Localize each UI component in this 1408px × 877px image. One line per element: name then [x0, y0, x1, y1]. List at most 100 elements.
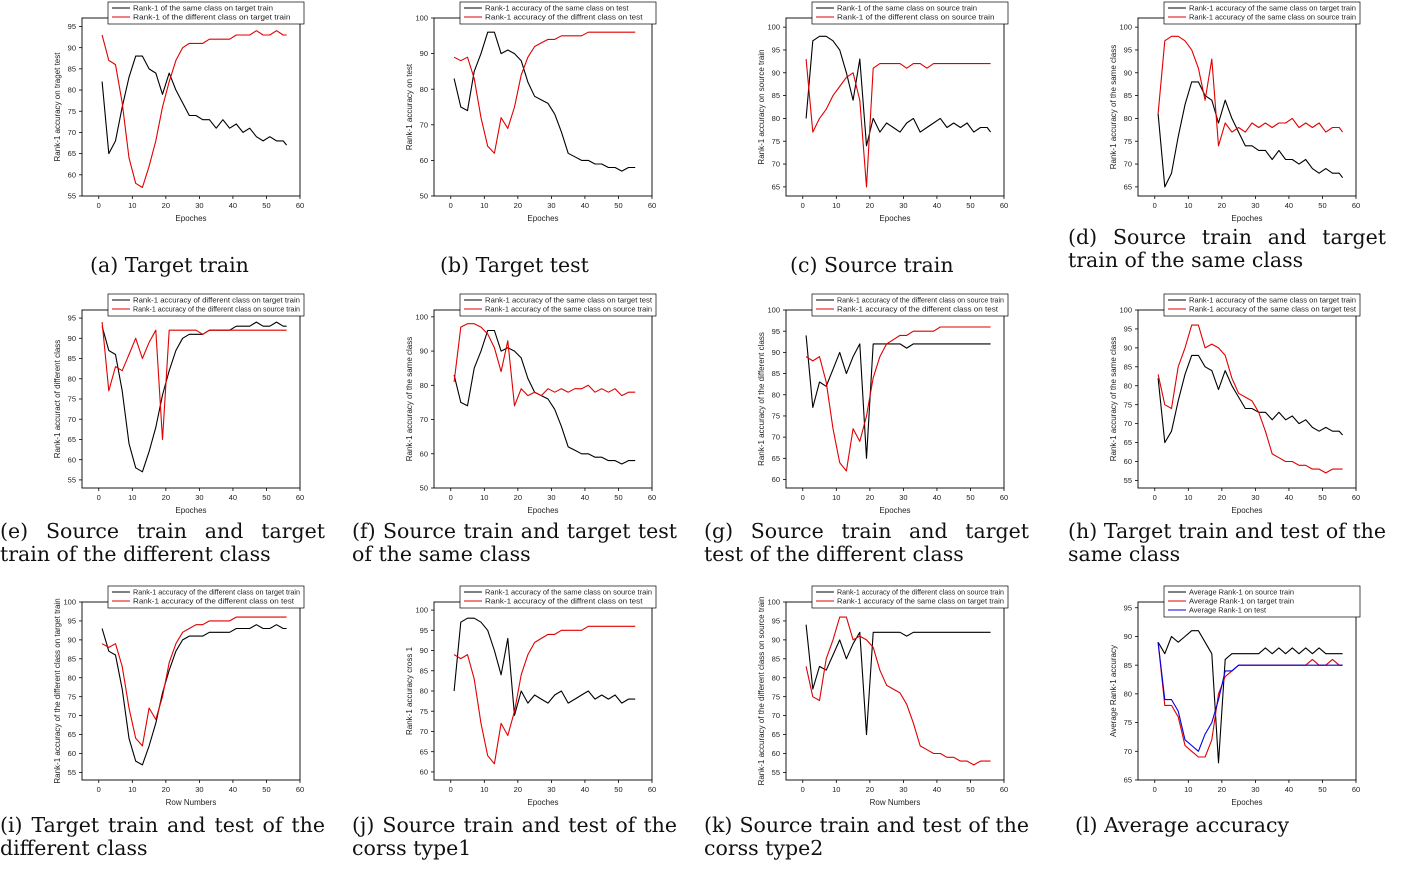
y-tick-label: 90 [420, 347, 428, 356]
series-line-2 [805, 616, 991, 766]
x-tick-label: 60 [1000, 493, 1008, 502]
y-tick-label: 90 [1124, 68, 1132, 77]
y-axis-label: Rank-1 accuracy on test [405, 63, 414, 150]
y-tick-label: 60 [68, 749, 76, 758]
x-tick-label: 20 [866, 493, 874, 502]
y-tick-label: 50 [420, 484, 428, 493]
x-tick-label: 60 [648, 201, 656, 210]
x-tick-label: 60 [1352, 785, 1360, 794]
x-tick-label: 40 [229, 493, 237, 502]
y-tick-label: 95 [68, 314, 76, 323]
chart-svg-j: 0 10 20 30 40 50 60 60 65 70 75 80 85 90 95 100 Epoches R… [405, 585, 657, 807]
x-tick-label: 10 [480, 493, 488, 502]
chart-panel-k: 0 10 20 30 40 50 60 55 60 65 70 75 80 85 90 95 100 Row Nu… [704, 584, 1056, 876]
chart-caption: (g) Source train and target test of the … [704, 519, 1029, 566]
y-tick-label: 55 [1124, 476, 1132, 485]
y-tick-label: 80 [68, 673, 76, 682]
chart-panel-j: 0 10 20 30 40 50 60 60 65 70 75 80 85 90 95 100 Epoches R… [352, 584, 704, 876]
y-tick-label: 100 [767, 306, 780, 315]
y-tick-label: 65 [68, 149, 76, 158]
y-axis-label: Average Rank-1 accuracy [1109, 645, 1118, 737]
x-tick-label: 10 [480, 785, 488, 794]
legend-box [107, 293, 305, 317]
y-tick-label: 70 [420, 120, 428, 129]
y-tick-label: 100 [1119, 306, 1132, 315]
chart-caption: (a) Target train [90, 253, 249, 277]
legend-box [811, 1, 1009, 25]
x-tick-label: 40 [933, 785, 941, 794]
y-axis-label: Rank-1 accuracy of the same class [1109, 337, 1118, 462]
y-tick-label: 70 [772, 711, 780, 720]
y-tick-label: 95 [1124, 603, 1132, 612]
x-tick-label: 10 [128, 201, 136, 210]
legend: Rank-1 accuracy of the same class on tes… [459, 1, 657, 25]
y-axis-label: Rank-1 accuracy on traget test [53, 52, 62, 162]
x-tick-label: 20 [514, 785, 522, 794]
y-tick-label: 55 [68, 192, 76, 201]
legend-box [811, 293, 1009, 317]
x-tick-label: 50 [966, 785, 974, 794]
y-tick-label: 60 [420, 449, 428, 458]
chart-caption: (c) Source train [790, 253, 954, 277]
x-tick-label: 20 [1218, 493, 1226, 502]
y-tick-label: 90 [772, 635, 780, 644]
x-tick-label: 40 [581, 493, 589, 502]
legend-label: Rank-1 of the same class on source train [837, 4, 977, 13]
legend-label: Rank-1 of the same class on target train [133, 4, 273, 13]
chart-svg-e: 0 10 20 30 40 50 60 55 60 65 70 75 80 85 90 95 Epoches Ra… [53, 293, 305, 515]
x-tick-label: 50 [966, 493, 974, 502]
x-tick-label: 40 [229, 785, 237, 794]
x-tick-label: 60 [1352, 493, 1360, 502]
plot-frame [81, 309, 301, 489]
x-tick-label: 30 [195, 201, 203, 210]
y-tick-label: 95 [772, 617, 780, 626]
chart-caption: (h) Target train and test of the same cl… [1068, 519, 1386, 566]
x-tick-label: 0 [449, 785, 453, 794]
y-tick-label: 60 [68, 170, 76, 179]
x-tick-label: 50 [1318, 201, 1326, 210]
x-tick-label: 40 [581, 785, 589, 794]
x-tick-label: 10 [480, 201, 488, 210]
y-tick-label: 95 [772, 46, 780, 55]
y-tick-label: 90 [68, 43, 76, 52]
x-tick-label: 20 [162, 201, 170, 210]
x-tick-label: 60 [296, 201, 304, 210]
legend-box [1163, 585, 1361, 618]
x-axis-label: Epoches [527, 506, 558, 515]
y-tick-label: 60 [420, 768, 428, 777]
x-tick-label: 60 [1352, 201, 1360, 210]
x-tick-label: 20 [866, 785, 874, 794]
x-tick-label: 50 [262, 785, 270, 794]
legend-box [459, 1, 657, 25]
x-tick-label: 60 [1000, 785, 1008, 794]
legend: Rank-1 of the same class on target train… [107, 1, 305, 25]
x-tick-label: 60 [296, 785, 304, 794]
series-line-2 [805, 59, 991, 188]
y-axis-label: Rank-1 accuracy on source train [757, 49, 766, 164]
series-line-2 [453, 323, 636, 407]
y-tick-label: 90 [1124, 632, 1132, 641]
y-tick-label: 100 [415, 14, 428, 23]
legend-label: Rank-1 accuracy of the same class on tar… [1189, 305, 1357, 314]
y-tick-label: 70 [68, 415, 76, 424]
x-axis-label: Epoches [879, 506, 910, 515]
legend-label: Rank-1 accuracy of the different class o… [133, 597, 295, 606]
x-tick-label: 30 [547, 201, 555, 210]
series-line-1 [1157, 81, 1344, 188]
series-line-1 [101, 321, 287, 473]
x-tick-label: 40 [581, 201, 589, 210]
y-tick-label: 85 [68, 654, 76, 663]
chart-caption: (f) Source train and target test of the … [352, 519, 677, 566]
legend-label: Rank-1 of the different class on target … [133, 13, 291, 22]
y-tick-label: 65 [68, 435, 76, 444]
x-tick-label: 20 [162, 785, 170, 794]
legend: Rank-1 of the same class on source train… [811, 1, 1009, 25]
legend-label: Rank-1 accuracy of the same class on tar… [1189, 4, 1356, 13]
y-tick-label: 70 [68, 128, 76, 137]
plot-frame [433, 309, 653, 489]
y-tick-label: 80 [420, 381, 428, 390]
legend: Rank-1 accuracy of the different class o… [107, 585, 305, 609]
y-axis-label: Rank-1 accuracy of the same class [405, 337, 414, 462]
y-tick-label: 75 [68, 107, 76, 116]
y-tick-label: 65 [1124, 438, 1132, 447]
